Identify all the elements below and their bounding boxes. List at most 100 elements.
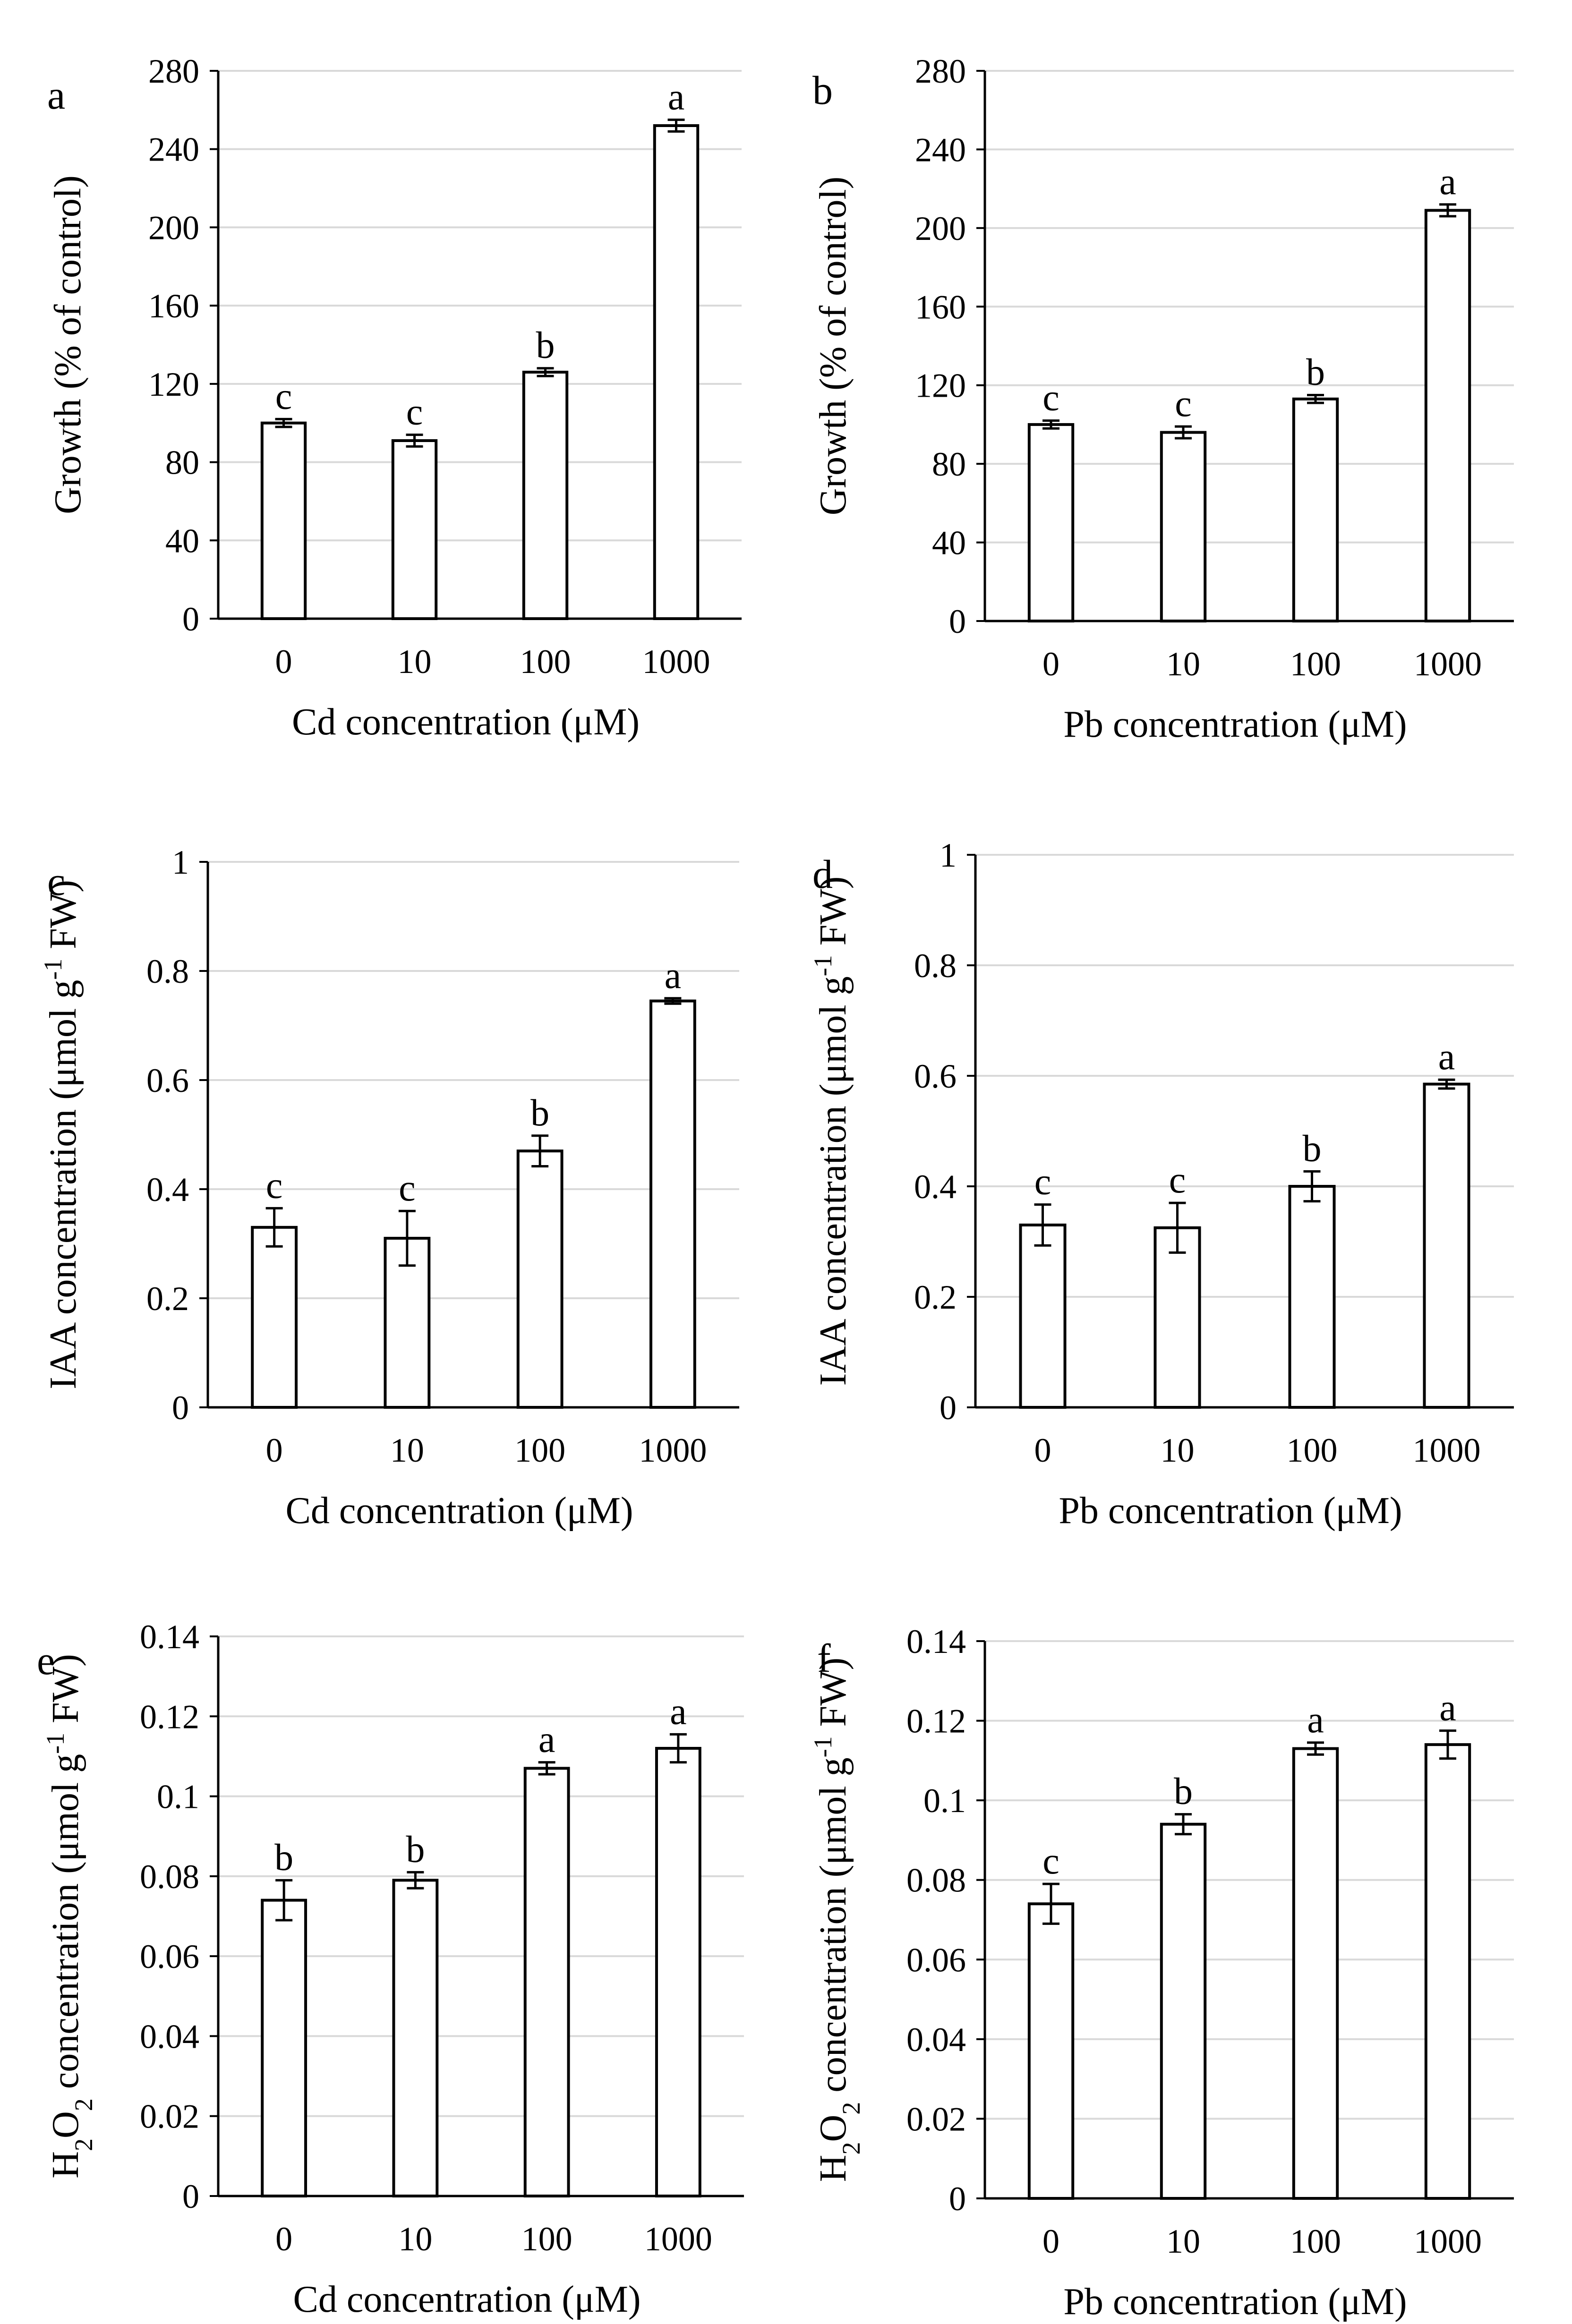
y-tick-label: 1	[172, 843, 189, 881]
y-tick-label: 160	[915, 288, 966, 326]
y-label-subscript: 2	[837, 2142, 865, 2154]
bar	[1292, 397, 1339, 622]
bar	[1424, 1743, 1471, 2200]
y-tick-label: 0.6	[914, 1057, 957, 1095]
y-axis-label: Growth (% of control)	[812, 177, 854, 516]
bar	[391, 439, 438, 620]
y-tick-label: 0.02	[906, 2100, 966, 2138]
bar	[1153, 1226, 1201, 1409]
significance-label: a	[668, 77, 685, 118]
bar	[1160, 1822, 1207, 2200]
bar	[522, 371, 569, 620]
y-label-text: O	[45, 2111, 86, 2138]
bar	[1027, 1902, 1075, 2200]
bar	[516, 1149, 564, 1409]
x-axis-label: Cd concentration (μM)	[292, 701, 640, 743]
significance-label: c	[399, 1167, 416, 1209]
significance-label: a	[665, 955, 682, 996]
y-tick-label: 0.08	[140, 1858, 199, 1896]
y-label-subscript: 2	[69, 2138, 98, 2151]
significance-label: b	[1306, 352, 1325, 393]
significance-label: c	[1169, 1159, 1186, 1201]
significance-label: c	[1034, 1161, 1051, 1203]
y-axis-label: H2O2 concentration (μmol g-1 FW)	[809, 1658, 865, 2182]
y-tick-label: 240	[915, 131, 966, 169]
y-label-superscript: -1	[809, 1736, 837, 1757]
y-tick-label: 240	[148, 131, 199, 169]
y-tick-label: 0.08	[906, 1862, 966, 1899]
bar	[1160, 431, 1207, 622]
x-axis-label: Cd concentration (μM)	[293, 2279, 641, 2320]
y-tick-label: 0	[182, 2178, 199, 2215]
significance-label: c	[1042, 1840, 1059, 1882]
y-label-superscript: -1	[39, 959, 67, 980]
x-tick-label: 0	[1042, 2222, 1059, 2260]
significance-label: a	[1438, 1036, 1455, 1078]
y-tick-label: 0.4	[146, 1171, 189, 1209]
y-label-superscript: -1	[809, 955, 837, 976]
bar	[649, 999, 696, 1409]
y-tick-label: 0	[172, 1389, 189, 1427]
significance-label: b	[1174, 1771, 1193, 1813]
bar	[653, 124, 700, 620]
y-tick-label: 0.2	[914, 1278, 957, 1316]
x-axis-label: Pb concentration (μM)	[1063, 2281, 1407, 2322]
x-tick-label: 0	[275, 643, 292, 681]
y-tick-label: 0.06	[906, 1941, 966, 1979]
significance-label: c	[406, 392, 423, 433]
y-tick-label: 0.4	[914, 1168, 957, 1206]
y-tick-label: 0.2	[146, 1280, 189, 1318]
y-axis-label: IAA concentration (μmol g-1 FW)	[809, 877, 854, 1386]
y-label-text: H	[45, 2151, 86, 2179]
x-tick-label: 1000	[1413, 1431, 1481, 1469]
significance-label: c	[1175, 383, 1192, 425]
y-tick-label: 120	[148, 366, 199, 403]
y-axis-label: H2O2 concentration (μmol g-1 FW)	[41, 1654, 98, 2179]
y-label-text: H	[812, 2154, 854, 2182]
y-label-text: FW)	[812, 1658, 854, 1737]
x-tick-label: 10	[398, 2220, 432, 2258]
x-tick-label: 0	[266, 1431, 283, 1469]
bar	[1292, 1747, 1339, 2200]
x-tick-label: 100	[1287, 1431, 1338, 1469]
y-tick-label: 0.14	[140, 1618, 199, 1656]
x-tick-label: 0	[1034, 1431, 1051, 1469]
y-label-subscript: 2	[837, 2102, 865, 2115]
y-tick-label: 0.1	[157, 1778, 199, 1816]
bar	[1423, 1082, 1470, 1409]
bar	[655, 1747, 701, 2197]
y-tick-label: 0	[949, 603, 966, 640]
y-tick-label: 1	[940, 836, 957, 874]
panel-letter: c	[47, 859, 65, 904]
y-label-text: O	[812, 2115, 854, 2142]
x-tick-label: 100	[521, 2220, 572, 2258]
significance-label: a	[538, 1719, 555, 1761]
bar	[1027, 423, 1075, 623]
x-tick-label: 1000	[639, 1431, 707, 1469]
x-tick-label: 100	[1290, 2222, 1341, 2260]
y-label-text: concentration (μmol g	[812, 1757, 854, 2102]
y-tick-label: 0.8	[914, 947, 957, 985]
x-tick-label: 10	[1161, 1431, 1195, 1469]
significance-label: a	[1439, 161, 1456, 203]
y-tick-label: 0.04	[906, 2021, 966, 2059]
significance-label: b	[1303, 1128, 1322, 1169]
bar	[1288, 1185, 1336, 1409]
y-label-text: FW)	[812, 877, 854, 955]
y-tick-label: 0	[949, 2180, 966, 2218]
x-tick-label: 10	[1166, 645, 1200, 683]
significance-label: c	[266, 1165, 283, 1206]
panel-d: 0 0.2 0.4 0.6 0.8 1 c 0 c 10 b 100 a 1000 Pb concentra…	[809, 836, 1514, 1532]
y-tick-label: 0.6	[146, 1062, 189, 1099]
bar	[392, 1879, 439, 2198]
significance-label: a	[1307, 1699, 1324, 1741]
x-tick-label: 10	[1166, 2222, 1200, 2260]
significance-label: c	[1042, 377, 1059, 419]
panel-f: 0 0.02 0.04 0.06 0.08 0.1 0.12 0.14 c 0 b 10 a 100 a 10…	[809, 1623, 1514, 2323]
y-tick-label: 40	[932, 524, 966, 562]
y-tick-label: 160	[148, 287, 199, 325]
x-axis-label: Pb concentration (μM)	[1059, 1490, 1402, 1532]
